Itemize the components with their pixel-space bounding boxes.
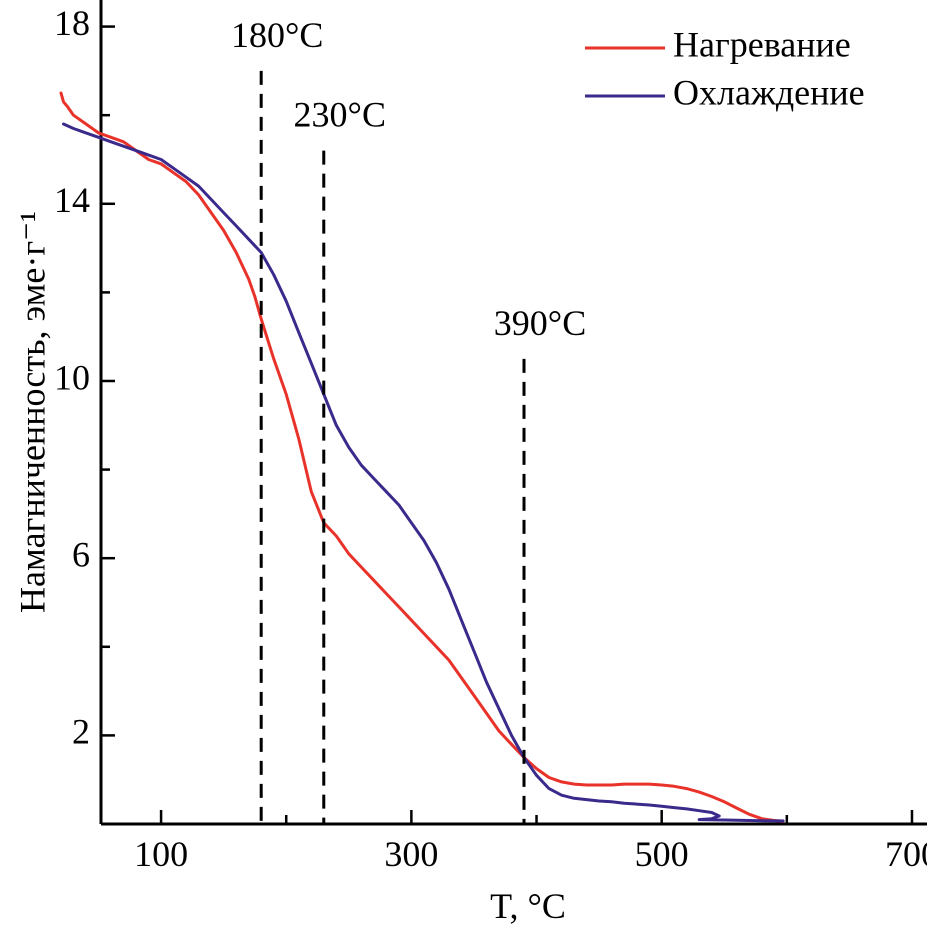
y-axis-title: Намагниченность, эме·г⁻¹ <box>12 211 52 613</box>
heating-series-line <box>59 91 785 823</box>
threshold-label: 230°C <box>294 95 386 135</box>
x-tick-label: 300 <box>384 834 438 874</box>
x-tick-label: 700 <box>885 834 927 874</box>
legend: Нагревание Охлаждение <box>585 24 865 112</box>
axes <box>99 0 927 826</box>
legend-label-cooling: Охлаждение <box>673 72 865 112</box>
tick-labels: 100 300 500 700 2 6 10 14 18 <box>54 3 927 874</box>
threshold-label: 180°C <box>231 15 323 55</box>
y-tick-label: 14 <box>54 180 90 220</box>
y-tick-label: 18 <box>54 3 90 43</box>
cooling-series-line <box>62 122 785 823</box>
threshold-label: 390°C <box>494 303 586 343</box>
ticks <box>101 25 914 826</box>
x-axis-title: T, °C <box>490 886 566 926</box>
x-tick-label: 100 <box>134 834 188 874</box>
y-tick-label: 10 <box>54 357 90 397</box>
series-layer <box>59 91 785 823</box>
legend-label-heating: Нагревание <box>673 24 851 64</box>
y-tick-label: 2 <box>72 712 90 752</box>
y-tick-label: 6 <box>72 534 90 574</box>
x-tick-label: 500 <box>635 834 689 874</box>
annotations: 180°C 230°C 390°C <box>231 15 586 824</box>
